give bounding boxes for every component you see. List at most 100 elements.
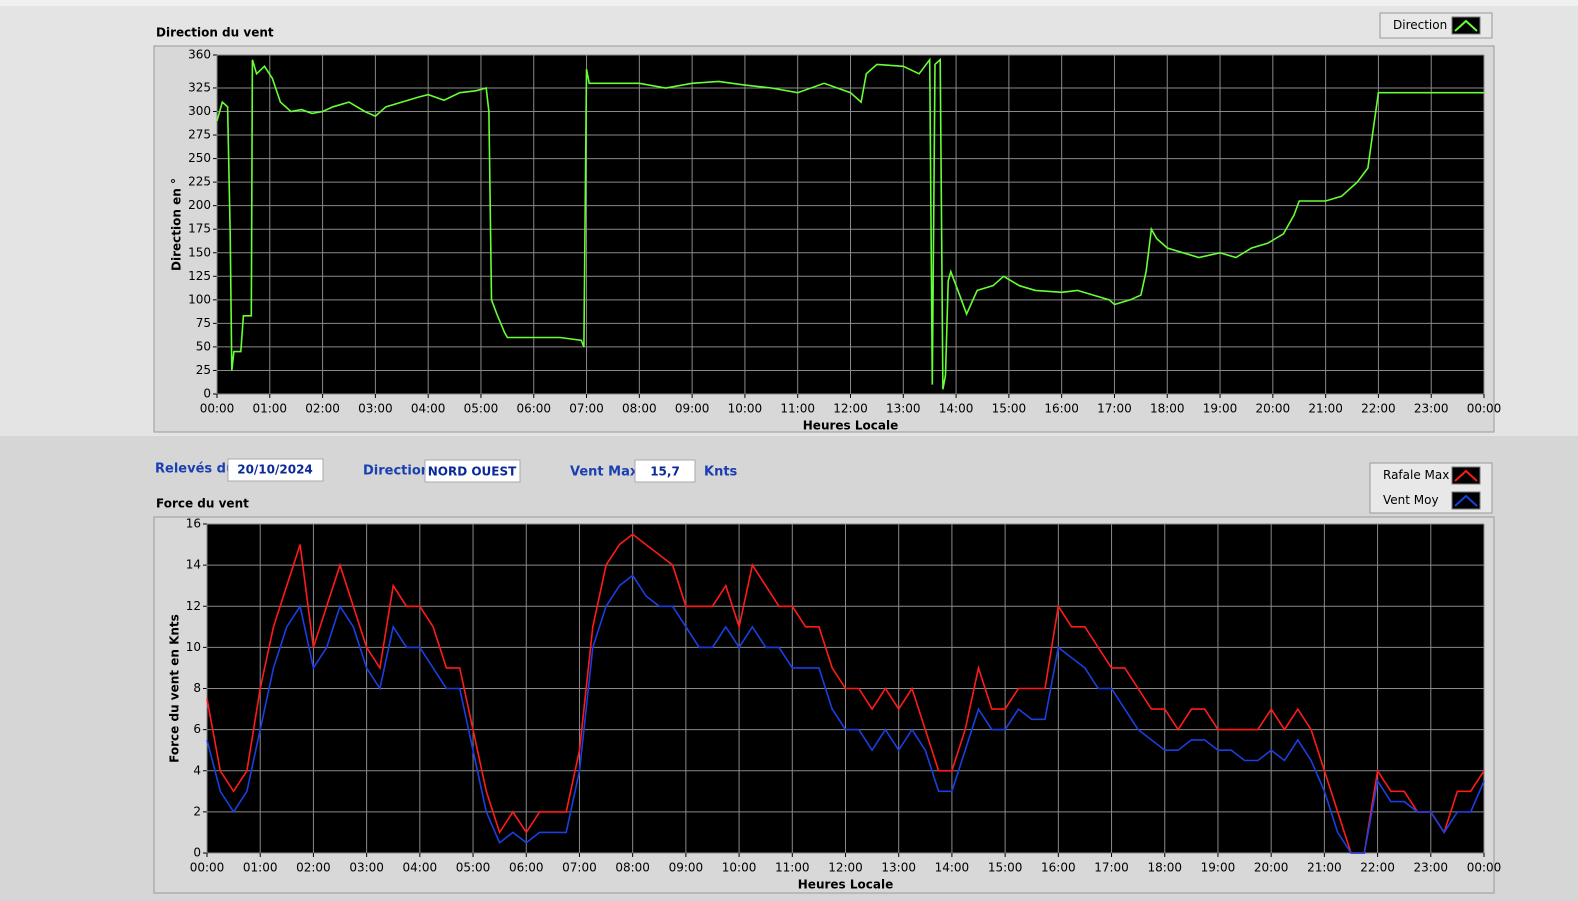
- y-tick-label: 14: [186, 558, 201, 572]
- x-tick-label: 05:00: [464, 402, 499, 416]
- x-tick-label: 10:00: [728, 402, 763, 416]
- y-tick-label: 100: [188, 292, 211, 306]
- x-tick-label: 04:00: [403, 861, 438, 875]
- x-tick-label: 17:00: [1094, 861, 1129, 875]
- vent-max-label: Vent Max: [570, 465, 639, 480]
- x-tick-label: 06:00: [516, 402, 551, 416]
- y-tick-label: 200: [188, 198, 211, 212]
- x-tick-label: 14:00: [935, 861, 970, 875]
- y-axis-label: Force du vent en Knts: [168, 614, 182, 763]
- x-tick-label: 01:00: [243, 861, 278, 875]
- legend-icon: [1454, 469, 1478, 482]
- x-tick-label: 02:00: [305, 402, 340, 416]
- x-tick-label: 00:00: [1467, 402, 1502, 416]
- data-line: [206, 533, 1485, 854]
- x-tick-label: 20:00: [1254, 861, 1289, 875]
- vent-max-value: 15,7: [650, 465, 680, 479]
- x-tick-label: 00:00: [190, 861, 225, 875]
- direction-value: NORD OUEST: [428, 465, 517, 479]
- legend-swatch: [1451, 491, 1481, 510]
- x-tick-label: 15:00: [992, 402, 1027, 416]
- x-tick-label: 17:00: [1097, 402, 1132, 416]
- y-tick-label: 16: [186, 517, 201, 531]
- vent-max-field[interactable]: [634, 459, 696, 483]
- y-tick-label: 125: [188, 269, 211, 283]
- y-tick-label: 300: [188, 104, 211, 118]
- y-tick-label: 175: [188, 222, 211, 236]
- y-tick-label: 150: [188, 245, 211, 259]
- chart-title: Force du vent: [156, 497, 249, 511]
- x-tick-label: 21:00: [1307, 861, 1342, 875]
- x-tick-label: 18:00: [1150, 402, 1185, 416]
- x-tick-label: 11:00: [780, 402, 815, 416]
- y-tick-label: 275: [188, 128, 211, 142]
- y-tick-label: 250: [188, 151, 211, 165]
- legend-label: Rafale Max: [1383, 468, 1449, 482]
- legend-label: Direction: [1393, 18, 1447, 32]
- y-tick-label: 360: [188, 48, 211, 62]
- x-tick-label: 12:00: [833, 402, 868, 416]
- data-line: [206, 574, 1485, 854]
- date-value: 20/10/2024: [237, 463, 313, 477]
- x-tick-label: 14:00: [939, 402, 974, 416]
- y-tick-label: 4: [193, 763, 201, 777]
- x-axis-label: Heures Locale: [798, 878, 893, 892]
- x-tick-label: 08:00: [622, 402, 657, 416]
- legend-swatch: [1451, 466, 1481, 485]
- y-tick-label: 0: [203, 387, 211, 401]
- x-tick-label: 23:00: [1413, 861, 1448, 875]
- y-tick-label: 50: [196, 339, 211, 353]
- x-tick-label: 19:00: [1201, 861, 1236, 875]
- x-tick-label: 08:00: [615, 861, 650, 875]
- legend-swatch: [1451, 16, 1481, 35]
- x-tick-label: 19:00: [1203, 402, 1238, 416]
- date-field[interactable]: [227, 458, 324, 482]
- y-tick-label: 0: [193, 846, 201, 860]
- x-tick-label: 10:00: [722, 861, 757, 875]
- x-axis-label: Heures Locale: [803, 419, 898, 433]
- x-tick-label: 04:00: [411, 402, 446, 416]
- x-tick-label: 15:00: [988, 861, 1023, 875]
- x-tick-label: 22:00: [1360, 861, 1395, 875]
- x-tick-label: 02:00: [296, 861, 331, 875]
- y-tick-label: 6: [193, 722, 201, 736]
- date-label: Relevés du: [155, 462, 235, 477]
- x-tick-label: 20:00: [1256, 402, 1291, 416]
- x-tick-label: 21:00: [1308, 402, 1343, 416]
- y-axis-label: Direction en °: [170, 178, 184, 271]
- x-tick-label: 05:00: [456, 861, 491, 875]
- x-tick-label: 11:00: [775, 861, 810, 875]
- legend-label: Vent Moy: [1383, 493, 1439, 507]
- x-tick-label: 13:00: [886, 402, 921, 416]
- x-tick-label: 09:00: [669, 861, 704, 875]
- y-tick-label: 25: [196, 363, 211, 377]
- y-tick-label: 10: [186, 640, 201, 654]
- x-tick-label: 00:00: [200, 402, 235, 416]
- y-tick-label: 8: [193, 681, 201, 695]
- chart-title: Direction du vent: [156, 26, 274, 40]
- data-line: [216, 57, 1484, 390]
- x-tick-label: 06:00: [509, 861, 544, 875]
- y-tick-label: 225: [188, 175, 211, 189]
- x-tick-label: 16:00: [1044, 402, 1079, 416]
- x-tick-label: 16:00: [1041, 861, 1076, 875]
- direction-field[interactable]: [424, 459, 521, 483]
- y-tick-label: 75: [196, 316, 211, 330]
- x-tick-label: 07:00: [562, 861, 597, 875]
- x-tick-label: 13:00: [881, 861, 916, 875]
- x-tick-label: 03:00: [349, 861, 384, 875]
- x-tick-label: 23:00: [1414, 402, 1449, 416]
- x-tick-label: 00:00: [1467, 861, 1502, 875]
- y-tick-label: 12: [186, 599, 201, 613]
- top-bar: [0, 0, 1578, 6]
- x-tick-label: 18:00: [1147, 861, 1182, 875]
- x-tick-label: 07:00: [569, 402, 604, 416]
- direction-label: Direction: [363, 464, 430, 479]
- legend-icon: [1454, 19, 1478, 32]
- unit-label: Knts: [704, 465, 738, 480]
- y-tick-label: 2: [193, 804, 201, 818]
- x-tick-label: 03:00: [358, 402, 393, 416]
- legend-icon: [1454, 494, 1478, 507]
- x-tick-label: 01:00: [252, 402, 287, 416]
- x-tick-label: 22:00: [1361, 402, 1396, 416]
